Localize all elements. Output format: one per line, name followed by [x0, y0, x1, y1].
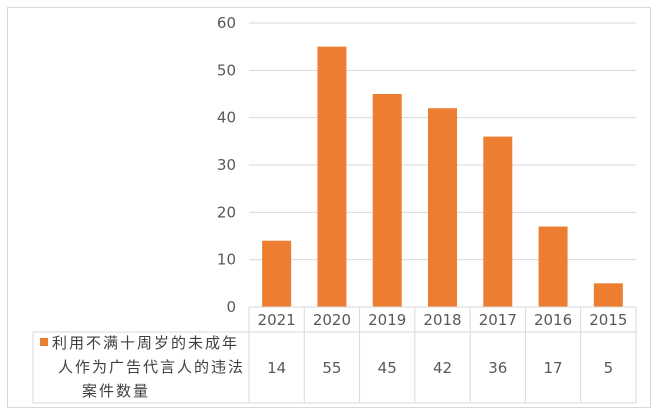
bar [483, 136, 513, 307]
y-tick-label: 10 [217, 251, 236, 269]
bar [317, 46, 347, 308]
legend-label: 利用不满十周岁的未成年 [52, 334, 239, 352]
data-label: 17 [544, 359, 563, 377]
data-label: 5 [604, 359, 614, 377]
data-label: 14 [267, 359, 286, 377]
data-table: 2021 14 2020 55 2019 45 2018 42 2017 36 2016 17 2015… [32, 306, 637, 404]
bars [262, 46, 623, 308]
legend-label: 案件数量 [82, 382, 150, 400]
y-tick-label: 30 [217, 156, 236, 174]
legend-label: 人作为广告代言人的违法 [58, 358, 245, 376]
y-tick-label: 20 [217, 203, 236, 221]
y-tick-label: 40 [217, 109, 236, 127]
bar [372, 94, 402, 307]
x-tick-label: 2016 [534, 311, 572, 329]
x-tick-label: 2020 [313, 311, 351, 329]
y-tick-label: 50 [217, 61, 236, 79]
gridlines [249, 22, 636, 261]
x-tick-label: 2018 [423, 311, 461, 329]
bar [593, 283, 623, 307]
x-tick-label: 2017 [479, 311, 517, 329]
y-tick-label: 0 [226, 298, 236, 316]
chart-frame [7, 7, 651, 408]
data-label: 36 [488, 359, 507, 377]
data-label: 45 [378, 359, 397, 377]
x-tick-label: 2019 [368, 311, 406, 329]
legend-swatch [40, 338, 48, 346]
data-label: 42 [433, 359, 452, 377]
data-label: 55 [322, 359, 341, 377]
bar [262, 240, 292, 307]
y-axis-ticks: 0 10 20 30 40 50 60 [217, 14, 236, 316]
bar [428, 108, 457, 307]
bar [538, 226, 568, 307]
x-tick-label: 2015 [589, 311, 627, 329]
x-tick-label: 2021 [258, 311, 296, 329]
y-tick-label: 60 [217, 14, 236, 32]
